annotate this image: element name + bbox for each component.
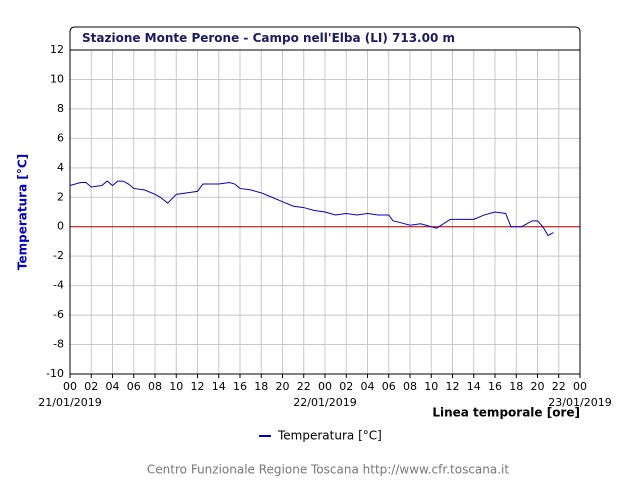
y-tick-label: 8 — [57, 102, 64, 115]
x-axis-label: Linea temporale [ore] — [432, 406, 580, 420]
footer: Centro Funzionale Regione Toscana http:/… — [147, 463, 509, 477]
x-tick-label: 16 — [233, 380, 247, 393]
title-box — [69, 26, 581, 51]
x-tick-label: 08 — [148, 380, 162, 393]
x-tick-label: 18 — [254, 380, 268, 393]
y-tick-label: 0 — [57, 220, 64, 233]
date-label: 21/01/2019 — [38, 396, 101, 409]
y-tick-label: 2 — [57, 190, 64, 203]
x-tick-label: 22 — [552, 380, 566, 393]
date-label: 22/01/2019 — [293, 396, 356, 409]
x-tick-label: 02 — [84, 380, 98, 393]
x-tick-label: 10 — [424, 380, 438, 393]
y-tick-label: 12 — [50, 43, 64, 56]
y-tick-label: -8 — [53, 338, 64, 351]
y-tick-label: -2 — [53, 249, 64, 262]
y-tick-label: 10 — [50, 72, 64, 85]
x-tick-label: 14 — [212, 380, 226, 393]
x-tick-label: 10 — [169, 380, 183, 393]
plot-frame — [69, 49, 581, 375]
x-tick-label: 04 — [106, 380, 120, 393]
x-tick-label: 02 — [339, 380, 353, 393]
legend-label: Temperatura [°C] — [277, 429, 382, 443]
x-tick-label: 06 — [382, 380, 396, 393]
y-tick-label: 6 — [57, 131, 64, 144]
x-tick-label: 00 — [63, 380, 77, 393]
x-tick-label: 12 — [446, 380, 460, 393]
x-tick-label: 20 — [531, 380, 545, 393]
x-tick-label: 12 — [191, 380, 205, 393]
x-tick-label: 04 — [361, 380, 375, 393]
y-axis-label: Temperatura [°C] — [16, 154, 30, 270]
x-tick-label: 16 — [488, 380, 502, 393]
x-tick-label: 00 — [573, 380, 587, 393]
x-tick-label: 20 — [276, 380, 290, 393]
y-tick-label: -10 — [46, 367, 64, 380]
x-tick-label: 00 — [318, 380, 332, 393]
x-tick-label: 22 — [297, 380, 311, 393]
x-tick-label: 14 — [467, 380, 481, 393]
x-tick-label: 18 — [509, 380, 523, 393]
x-tick-label: 08 — [403, 380, 417, 393]
date-label: 23/01/2019 — [548, 396, 611, 409]
series-line — [69, 180, 554, 237]
y-tick-label: -6 — [53, 308, 64, 321]
chart-title: Stazione Monte Perone - Campo nell'Elba … — [82, 31, 455, 45]
x-tick-label: 06 — [127, 380, 141, 393]
y-tick-label: 4 — [57, 161, 64, 174]
y-tick-label: -4 — [53, 279, 64, 292]
